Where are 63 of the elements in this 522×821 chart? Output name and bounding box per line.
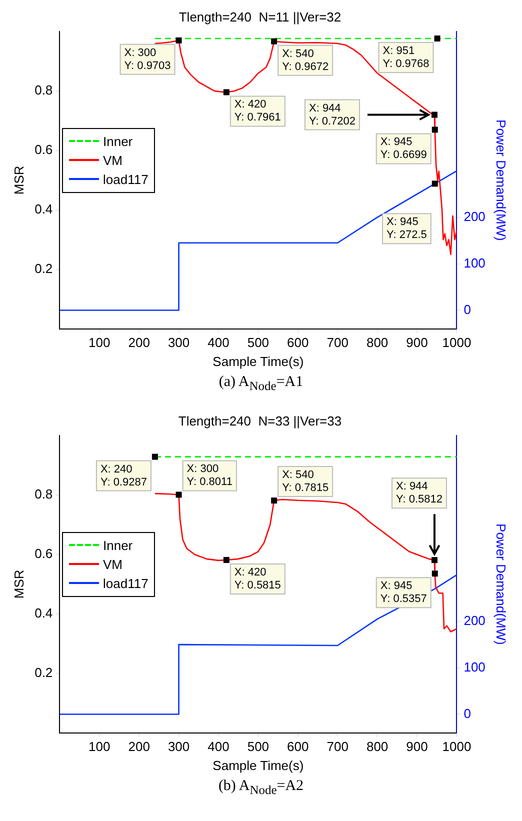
legend-label: VM — [103, 152, 122, 170]
y2-tick-label: 100 — [464, 659, 486, 674]
x-tick-label: 500 — [247, 335, 270, 350]
annotation: X: 420 Y: 0.5815 — [234, 566, 281, 592]
annotation: X: 945 Y: 272.5 — [386, 216, 427, 242]
x-tick-label: 1000 — [442, 335, 472, 350]
annotation: X: 945 Y: 0.6699 — [380, 136, 427, 162]
y-tick-label: 0.4 — [34, 606, 53, 620]
x-tick-label: 300 — [168, 739, 190, 754]
x-axis-title: Sample Time(s) — [212, 354, 304, 369]
annotation: X: 945 Y: 0.5357 — [380, 580, 427, 606]
x-tick-label: 700 — [326, 739, 348, 754]
y-tick-label: 0.4 — [34, 202, 53, 216]
x-tick-label: 800 — [366, 739, 388, 754]
text: (a) A$_{Node}$=A1 — [218, 374, 304, 394]
x-tick-label: 700 — [326, 335, 348, 350]
y-tick-label: 0.6 — [34, 142, 53, 158]
text: (b) A$_{Node}$=A2 — [217, 778, 305, 798]
legend-label: load117 — [103, 170, 148, 189]
x-tick-label: 800 — [366, 335, 388, 350]
x-tick-label: 1000 — [442, 739, 472, 754]
legend-label: Inner — [103, 132, 133, 151]
y2-tick-label: 200 — [464, 612, 486, 628]
legend-label: Inner — [103, 536, 133, 555]
legend-label: VM — [103, 556, 122, 574]
x-tick-label: 400 — [208, 739, 230, 754]
y2-tick-label: 0 — [464, 302, 471, 317]
y-tick-label: 0.8 — [34, 82, 53, 98]
y2-tick-label: 200 — [464, 208, 486, 224]
x-axis-title: Sample Time(s) — [212, 758, 304, 773]
y2-tick-label: 100 — [464, 255, 486, 270]
x-tick-label: 600 — [287, 335, 309, 350]
y-tick-label: 0.2 — [34, 260, 53, 276]
y2-tick-label: 0 — [464, 706, 471, 721]
y-tick-label: 0.2 — [34, 664, 53, 680]
annotation: X: 540 Y: 0.9672 — [282, 48, 329, 73]
annotation: X: 240 Y: 0.9287 — [100, 463, 147, 488]
x-tick-label: 100 — [88, 739, 110, 754]
x-tick-label: 300 — [168, 335, 190, 350]
annotation: X: 300 Y: 0.9703 — [124, 46, 171, 72]
annotation: X: 944 Y: 0.5812 — [396, 480, 442, 506]
x-tick-label: 900 — [406, 739, 428, 754]
chart-title: Tlength=240 N=33 ||Ver=33 — [178, 413, 342, 428]
x-tick-label: 100 — [88, 335, 110, 350]
annotation: X: 540 Y: 0.7815 — [282, 469, 329, 494]
annotation: X: 300 Y: 0.8011 — [186, 463, 232, 488]
y-tick-label: 0.8 — [34, 486, 53, 502]
annotation: X: 951 Y: 0.9768 — [382, 45, 430, 70]
y2-axis-title: Power Demand(MW) — [494, 120, 509, 241]
chart-title: Tlength=240 N=11 ||Ver=32 — [178, 9, 342, 24]
x-tick-label: 500 — [247, 739, 270, 754]
x-tick-label: 600 — [287, 739, 309, 754]
y-axis-title: MSR — [11, 166, 26, 195]
y-tick-label: 0.6 — [34, 546, 53, 562]
x-tick-label: 400 — [208, 335, 230, 350]
x-tick-label: 200 — [128, 739, 150, 754]
x-tick-label: 200 — [128, 335, 150, 350]
annotation: X: 944 Y: 0.7202 — [308, 102, 356, 128]
y2-axis-title: Power Demand(MW) — [494, 524, 509, 645]
x-tick-label: 900 — [406, 335, 428, 350]
y-axis-title: MSR — [11, 570, 26, 599]
annotation: X: 420 Y: 0.7961 — [234, 98, 281, 124]
legend-label: load117 — [103, 574, 148, 593]
